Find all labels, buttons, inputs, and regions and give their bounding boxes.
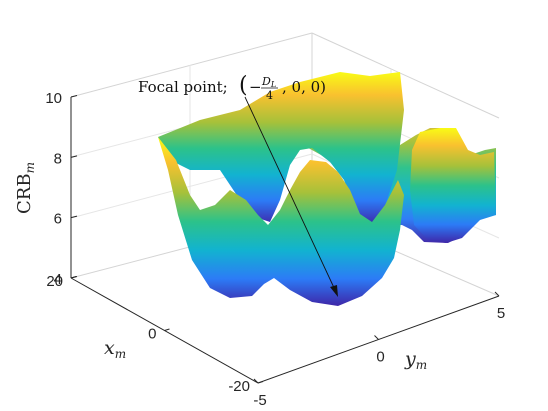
surface-front: [158, 137, 404, 306]
x-tick-label: 20: [46, 273, 63, 290]
surface-mid: [158, 72, 404, 225]
x-tick-label: -20: [228, 378, 250, 395]
surface: [158, 72, 496, 306]
x-tick-mark: [257, 381, 264, 384]
z-tick-label: 4: [54, 271, 62, 288]
x-tick-mark: [70, 276, 77, 279]
x-ticks: 20 0 -20: [46, 273, 264, 395]
surface-ridge-right: [410, 128, 496, 243]
annotation-rest: , 0, 0): [282, 78, 326, 96]
y-tick-mark: [253, 378, 259, 384]
annotation-text: Focal point;: [138, 78, 228, 96]
z-ticks: 4 6 8 10: [45, 90, 78, 288]
annotation-den: 4: [266, 89, 273, 102]
x-axis-label: xm: [104, 337, 126, 361]
z-axis-label: CRBm: [14, 162, 37, 214]
z-tick-mark: [70, 215, 78, 219]
annotation: Focal point; ( − DL 4 , 0, 0): [138, 73, 338, 297]
y-tick-mark: [494, 291, 500, 297]
annotation-num: DL: [261, 75, 276, 89]
annotation-minus: −: [249, 78, 262, 96]
y-tick-label: -5: [253, 392, 266, 409]
y-tick-mark: [374, 335, 379, 340]
x-tick-mark: [164, 328, 170, 331]
y-ticks: -5 0 5: [253, 291, 505, 409]
x-tick-label: 0: [148, 326, 156, 343]
annotation-arrowhead: [330, 285, 338, 297]
y-axis-label: ym: [404, 348, 427, 372]
z-tick-label: 8: [54, 150, 62, 167]
annotation-arrow-line: [244, 96, 337, 293]
y-tick-label: 5: [497, 305, 505, 322]
z-tick-label: 6: [54, 211, 62, 228]
y-tick-label: 0: [376, 349, 384, 366]
z-tick-label: 10: [45, 90, 62, 107]
z-tick-mark: [70, 95, 78, 98]
annotation-lparen: (: [239, 73, 248, 98]
z-tick-mark: [70, 155, 78, 158]
